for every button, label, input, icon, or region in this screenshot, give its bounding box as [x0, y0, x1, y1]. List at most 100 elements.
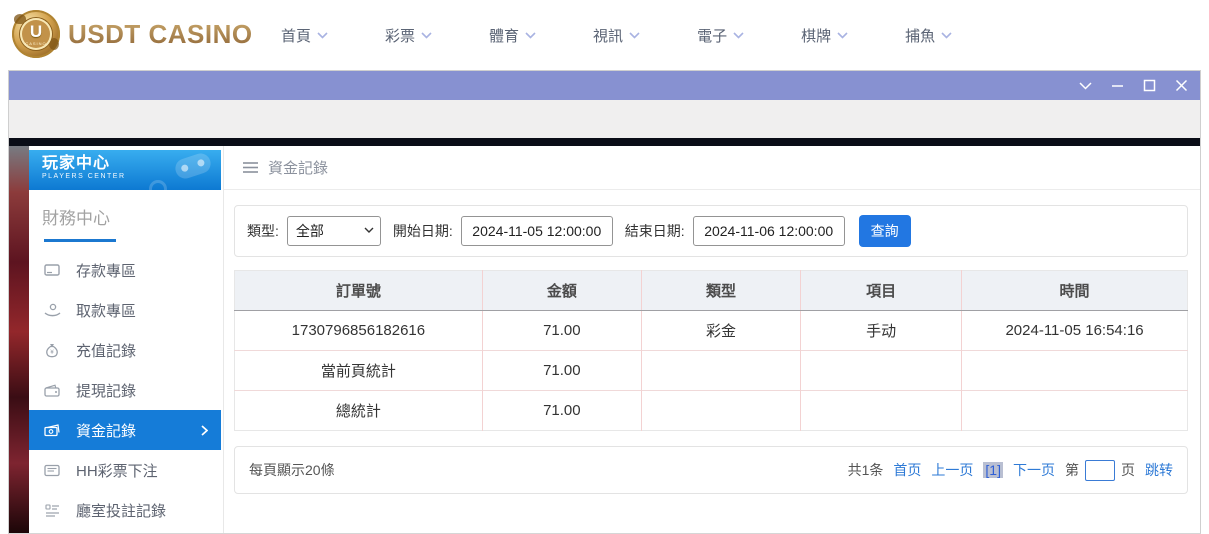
nav-item-lottery[interactable]: 彩票 — [385, 25, 432, 46]
chevron-down-icon — [941, 31, 952, 39]
sidebar-item-label: 提現記錄 — [76, 382, 137, 400]
sidebar-item-label: HH彩票下注 — [76, 462, 158, 480]
sidebar-item-withdrawal-records[interactable]: 提現記錄 — [29, 370, 221, 410]
jump-button[interactable]: 跳转 — [1145, 462, 1173, 478]
pagination-controls: 共1条 首页 上一页 [1] 下一页 第 页 跳转 — [847, 459, 1173, 481]
cell-type: 彩金 — [640, 310, 801, 351]
sidebar-item-funds-records[interactable]: 資金記錄 — [29, 410, 221, 450]
background-photo — [9, 146, 29, 533]
start-date-input[interactable] — [460, 216, 613, 246]
col-type: 類型 — [640, 270, 801, 311]
logo-letter: U — [29, 21, 43, 41]
total-count-text: 共1条 — [847, 462, 884, 478]
sidebar-item-label: 取款專區 — [76, 302, 137, 320]
window-collapse-icon[interactable] — [1079, 81, 1092, 90]
page-size-text: 每頁顯示20條 — [249, 462, 335, 478]
window-titlebar — [9, 71, 1200, 100]
nav-label: 電子 — [697, 27, 728, 45]
nav-label: 捕魚 — [905, 27, 936, 45]
sidebar: 玩家中心 PLAYERS CENTER 財務中心 存款專區 — [29, 146, 221, 533]
col-item: 項目 — [800, 270, 962, 311]
page-jump-input[interactable] — [1085, 459, 1115, 481]
table-row: 1730796856182616 71.00 彩金 手动 2024-11-05 … — [235, 310, 1188, 351]
col-time: 時間 — [961, 270, 1188, 311]
logo-sub-text: CASINO — [25, 40, 47, 46]
moneybag-icon: ¥ — [43, 343, 61, 358]
nav-label: 棋牌 — [801, 27, 832, 45]
filter-bar: 類型: 全部 開始日期: 結束日期: 查詢 — [234, 205, 1188, 257]
nav-label: 視訊 — [593, 27, 624, 45]
type-select-wrap: 全部 — [286, 216, 381, 246]
chevron-down-icon — [317, 31, 328, 39]
cell-amount: 71.00 — [481, 350, 642, 391]
window-controls — [1079, 71, 1188, 100]
clipboard-list-icon — [43, 503, 61, 517]
next-page-link[interactable]: 下一页 — [1013, 462, 1055, 478]
sidebar-item-deposit-zone[interactable]: 存款專區 — [29, 250, 221, 290]
soccer-ball-logo-icon: U CASINO — [12, 10, 60, 58]
cell-amount: 71.00 — [481, 310, 642, 351]
svg-text:¥: ¥ — [50, 350, 54, 356]
players-center-title: 玩家中心 — [42, 155, 111, 172]
sidebar-menu: 存款專區 取款專區 ¥ 充值記錄 — [29, 250, 221, 530]
table-row-page-summary: 當前頁統計 71.00 — [234, 350, 1188, 391]
first-page-link[interactable]: 首页 — [893, 462, 922, 478]
players-center-subtitle: PLAYERS CENTER — [42, 173, 126, 180]
cell-order-no: 1730796856182616 — [291, 322, 426, 339]
type-select[interactable]: 全部 — [286, 216, 381, 246]
pagination-bar: 每頁顯示20條 共1条 首页 上一页 [1] 下一页 第 页 跳转 — [234, 446, 1188, 494]
chevron-down-icon — [629, 31, 640, 39]
maximize-icon[interactable] — [1143, 79, 1156, 92]
close-icon[interactable] — [1175, 79, 1188, 92]
breadcrumb: 資金記錄 — [224, 146, 1200, 190]
jump-prefix-label: 第 — [1065, 462, 1079, 478]
nav-label: 彩票 — [385, 27, 416, 45]
sidebar-item-hh-lottery-bets[interactable]: HH彩票下注 — [29, 450, 221, 490]
current-page-indicator: [1] — [983, 462, 1003, 478]
nav-label: 首頁 — [281, 27, 312, 45]
sidebar-item-recharge-records[interactable]: ¥ 充值記錄 — [29, 330, 221, 370]
chevron-down-icon — [733, 31, 744, 39]
nav-item-cards[interactable]: 棋牌 — [801, 25, 848, 46]
cell-item: 手动 — [800, 310, 962, 351]
nav-item-fishing[interactable]: 捕魚 — [905, 25, 952, 46]
brand-logo[interactable]: U CASINO USDT CASINO — [12, 10, 253, 58]
nav-item-slots[interactable]: 電子 — [697, 25, 744, 46]
window-toolbar-band — [9, 100, 1200, 138]
prev-page-link[interactable]: 上一页 — [931, 462, 974, 478]
section-underline — [44, 239, 116, 242]
chip-icon — [149, 180, 167, 190]
query-button[interactable]: 查詢 — [858, 215, 911, 247]
chevron-down-icon — [525, 31, 536, 39]
start-date-label: 開始日期: — [392, 223, 453, 239]
page-jump-group: 第 页 — [1065, 459, 1135, 481]
sidebar-item-withdraw-zone[interactable]: 取款專區 — [29, 290, 221, 330]
nav-item-home[interactable]: 首頁 — [281, 25, 328, 46]
hamburger-menu-icon[interactable] — [243, 162, 258, 173]
type-label: 類型: — [247, 223, 279, 239]
lottery-ticket-icon — [43, 464, 61, 477]
logo-inner-ring: U CASINO — [20, 18, 52, 50]
cell-label: 當前頁統計 — [234, 350, 483, 391]
sidebar-item-hall-bet-records[interactable]: 廳室投註記錄 — [29, 490, 221, 530]
nav-item-live[interactable]: 視訊 — [593, 25, 640, 46]
end-date-input[interactable] — [692, 216, 845, 246]
col-order-no: 訂單號 — [234, 270, 483, 311]
players-center-header: 玩家中心 PLAYERS CENTER — [29, 150, 221, 190]
brand-name: USDT CASINO — [68, 18, 253, 49]
nav-item-sports[interactable]: 體育 — [489, 25, 536, 46]
sidebar-item-label: 存款專區 — [76, 262, 137, 280]
sidebar-item-label: 充值記錄 — [76, 342, 137, 360]
sidebar-item-label: 資金記錄 — [76, 422, 137, 440]
withdraw-hand-icon — [43, 303, 61, 317]
col-amount: 金額 — [481, 270, 642, 311]
chevron-down-icon — [421, 31, 432, 39]
nav-label: 體育 — [489, 27, 520, 45]
minimize-icon[interactable] — [1111, 79, 1124, 92]
wallet-icon — [43, 383, 61, 397]
page-title: 資金記錄 — [268, 160, 329, 177]
main-panel: 資金記錄 類型: 全部 開始日期: 結束日期: 查詢 — [223, 146, 1200, 533]
table-row-total-summary: 總統計 71.00 — [234, 390, 1188, 431]
cell-time: 2024-11-05 16:54:16 — [961, 310, 1188, 351]
